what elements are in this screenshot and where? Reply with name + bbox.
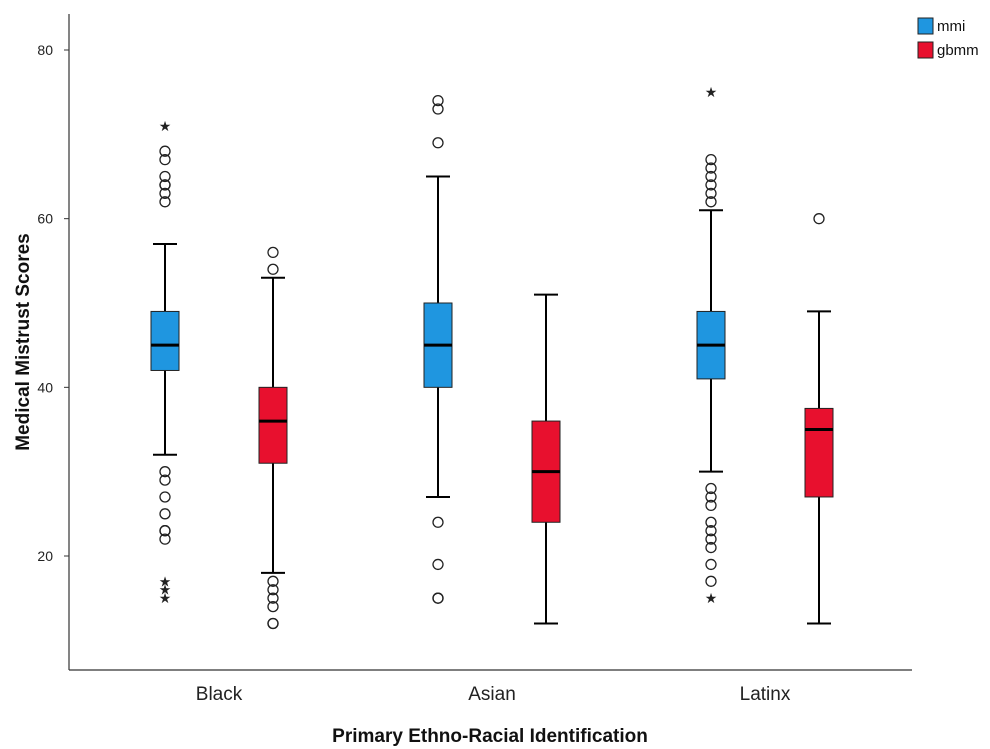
outlier-point bbox=[159, 474, 171, 486]
outlier-point bbox=[267, 575, 279, 587]
outlier-point bbox=[705, 525, 717, 537]
box-gbmm-asian bbox=[531, 293, 561, 625]
outlier-point bbox=[159, 525, 171, 537]
y-tick-label: 60 bbox=[37, 211, 53, 227]
outlier-point bbox=[159, 187, 171, 200]
legend-label-gbmm: gbmm bbox=[937, 42, 979, 59]
outlier-point bbox=[813, 213, 825, 225]
outlier-point bbox=[705, 516, 717, 528]
outlier-point bbox=[267, 263, 279, 275]
outlier-point bbox=[159, 153, 171, 166]
box-body bbox=[258, 386, 288, 464]
outlier-point bbox=[159, 145, 171, 157]
legend-label-mmi: mmi bbox=[937, 18, 965, 35]
box-gbmm-black bbox=[258, 276, 288, 574]
legend: mmi gbmm bbox=[917, 17, 979, 59]
outlier-point bbox=[432, 137, 444, 149]
outlier-point bbox=[159, 170, 171, 183]
outlier-point bbox=[267, 584, 279, 596]
extreme-point: ★ bbox=[159, 119, 172, 135]
x-tick-label-latinx: Latinx bbox=[740, 684, 791, 705]
extreme-point: ★ bbox=[705, 591, 718, 607]
outlier-point bbox=[705, 575, 717, 587]
box-gbmm-latinx bbox=[804, 310, 834, 625]
outlier-point bbox=[432, 103, 444, 115]
x-tick-label-asian: Asian bbox=[468, 684, 516, 705]
outlier-point bbox=[432, 558, 444, 571]
legend-swatch-gbmm bbox=[917, 41, 934, 59]
box-body bbox=[150, 310, 180, 371]
outlier-point bbox=[267, 592, 279, 604]
outlier-point bbox=[705, 153, 717, 166]
outlier-point bbox=[705, 196, 717, 208]
axes bbox=[68, 14, 912, 671]
legend-swatch-mmi bbox=[917, 17, 934, 35]
outlier-point bbox=[705, 533, 717, 545]
outlier-point bbox=[705, 541, 717, 554]
extreme-point: ★ bbox=[159, 583, 172, 599]
y-tick-label: 20 bbox=[37, 548, 53, 564]
boxes bbox=[150, 175, 834, 625]
outlier-point bbox=[159, 196, 171, 208]
outliers: ★★★★★★ bbox=[159, 85, 825, 630]
x-axis-title: Primary Ethno-Racial Identification bbox=[332, 726, 648, 747]
extreme-point: ★ bbox=[159, 574, 172, 590]
outlier-point bbox=[432, 516, 444, 528]
outlier-point bbox=[159, 466, 171, 478]
box-body bbox=[804, 407, 834, 498]
y-axis-title: Medical Mistrust Scores bbox=[13, 233, 34, 451]
extreme-point: ★ bbox=[705, 85, 718, 101]
outlier-point bbox=[705, 482, 717, 495]
outlier-point bbox=[159, 533, 171, 545]
outlier-point bbox=[267, 600, 279, 613]
outlier-point bbox=[267, 617, 279, 630]
outlier-point bbox=[705, 162, 717, 174]
outlier-point bbox=[705, 187, 717, 200]
box-mmi-black bbox=[150, 242, 180, 456]
outlier-point bbox=[705, 170, 717, 183]
x-tick-label-black: Black bbox=[196, 684, 243, 705]
x-ticks: Black Asian Latinx bbox=[196, 684, 791, 705]
outlier-point bbox=[159, 508, 171, 520]
box-mmi-asian bbox=[423, 175, 453, 498]
outlier-point bbox=[705, 558, 717, 571]
y-ticks: 20 40 60 80 bbox=[37, 42, 69, 564]
outlier-point bbox=[705, 499, 717, 512]
outlier-point bbox=[432, 94, 444, 107]
outlier-point bbox=[159, 179, 171, 191]
y-tick-label: 80 bbox=[37, 42, 53, 58]
box-mmi-latinx bbox=[696, 209, 726, 473]
outlier-point bbox=[705, 179, 717, 191]
y-tick-label: 40 bbox=[37, 379, 53, 395]
outlier-point bbox=[159, 491, 171, 503]
outlier-point bbox=[432, 592, 444, 604]
outlier-point bbox=[267, 246, 279, 259]
outlier-point bbox=[705, 491, 717, 503]
extreme-point: ★ bbox=[159, 591, 172, 607]
